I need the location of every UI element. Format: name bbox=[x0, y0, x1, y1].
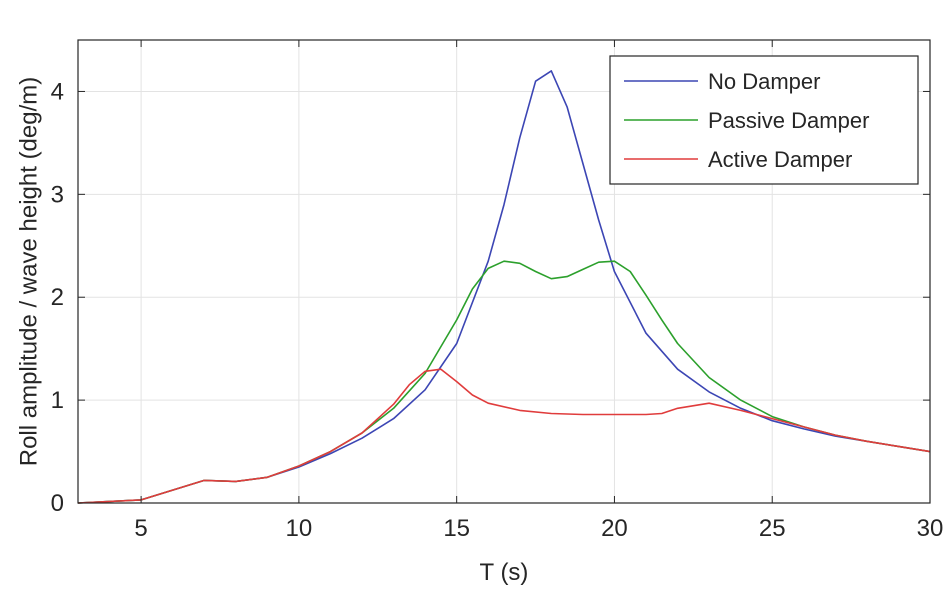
y-axis-label: Roll amplitude / wave height (deg/m) bbox=[15, 77, 42, 467]
x-tick-label: 10 bbox=[286, 515, 313, 542]
legend-label-no-damper: No Damper bbox=[708, 69, 820, 94]
x-tick-label: 20 bbox=[601, 515, 628, 542]
series-lines bbox=[77, 70, 931, 504]
series-line-active-damper bbox=[77, 368, 931, 504]
y-tick-label: 0 bbox=[51, 490, 64, 517]
y-tick-label: 2 bbox=[51, 284, 64, 311]
tick-labels: 5 10 15 20 25 30 0 1 2 3 4 bbox=[51, 78, 944, 542]
legend-label-passive-damper: Passive Damper bbox=[708, 108, 869, 133]
axis-ticks bbox=[78, 40, 931, 504]
legend-label-active-damper: Active Damper bbox=[708, 147, 852, 172]
x-tick-label: 15 bbox=[443, 515, 470, 542]
y-tick-label: 4 bbox=[51, 78, 64, 105]
legend: No Damper Passive Damper Active Damper bbox=[609, 55, 919, 185]
x-tick-label: 25 bbox=[759, 515, 786, 542]
y-tick-label: 3 bbox=[51, 181, 64, 208]
x-axis-label: T (s) bbox=[480, 559, 529, 586]
x-tick-label: 30 bbox=[917, 515, 944, 542]
y-tick-label: 1 bbox=[51, 387, 64, 414]
x-tick-label: 5 bbox=[134, 515, 147, 542]
plot-area bbox=[77, 39, 931, 504]
